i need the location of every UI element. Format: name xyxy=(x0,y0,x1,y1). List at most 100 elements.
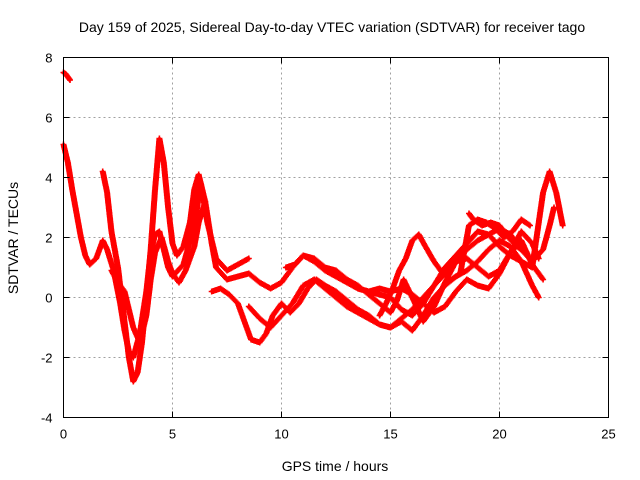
data-point xyxy=(515,245,519,248)
data-point xyxy=(94,257,98,260)
x-tick-label: 25 xyxy=(601,427,615,442)
data-point xyxy=(432,296,436,299)
data-point xyxy=(123,290,127,293)
data-point xyxy=(498,239,501,242)
data-point xyxy=(247,272,251,275)
series-trace-d xyxy=(108,198,209,346)
data-point xyxy=(378,287,382,290)
data-point xyxy=(465,269,469,272)
data-point xyxy=(242,320,246,323)
data-point xyxy=(197,173,201,176)
data-point xyxy=(197,221,201,224)
data-point xyxy=(157,137,161,140)
data-point xyxy=(443,281,447,284)
data-point xyxy=(127,308,131,311)
data-point xyxy=(280,281,283,284)
data-point xyxy=(153,251,157,254)
series-trace-j xyxy=(466,210,529,256)
data-point xyxy=(75,212,79,215)
data-point xyxy=(323,287,327,290)
data-point xyxy=(552,206,556,209)
chart-title: Day 159 of 2025, Sidereal Day-to-day VTE… xyxy=(79,19,586,35)
data-point xyxy=(528,224,532,227)
data-point xyxy=(203,200,207,203)
data-point xyxy=(109,269,113,272)
data-point xyxy=(225,269,229,272)
data-point xyxy=(389,326,392,329)
data-point xyxy=(293,263,297,266)
data-point xyxy=(378,302,382,305)
data-point xyxy=(131,356,135,359)
data-point xyxy=(192,188,196,191)
data-point xyxy=(421,296,425,299)
data-point xyxy=(188,221,192,224)
data-point xyxy=(79,236,83,239)
data-point xyxy=(301,254,305,257)
data-point xyxy=(508,251,512,254)
data-point xyxy=(524,251,528,254)
data-point xyxy=(410,239,414,242)
data-point xyxy=(334,269,338,272)
data-point xyxy=(432,305,436,308)
data-point xyxy=(548,170,552,173)
data-point xyxy=(454,254,458,257)
data-point xyxy=(476,260,480,263)
data-point xyxy=(312,278,316,281)
data-point xyxy=(506,236,510,239)
data-point xyxy=(127,356,131,359)
data-point xyxy=(399,320,403,323)
x-axis-label: GPS time / hours xyxy=(282,458,389,474)
data-point xyxy=(157,230,161,233)
y-tick-labels: -4 -2 0 2 4 6 8 xyxy=(41,51,53,426)
data-point xyxy=(70,188,74,191)
data-point xyxy=(378,314,382,317)
data-point xyxy=(476,230,480,233)
data-point xyxy=(421,320,425,323)
data-point xyxy=(83,254,87,257)
x-tick-label: 10 xyxy=(274,427,288,442)
data-point xyxy=(184,269,188,272)
data-point xyxy=(297,302,301,305)
data-point xyxy=(269,326,273,329)
data-point xyxy=(175,254,179,257)
data-point xyxy=(116,281,120,284)
data-point xyxy=(160,236,164,239)
data-point xyxy=(467,224,471,227)
y-tick-label: 6 xyxy=(45,111,52,126)
data-point xyxy=(123,320,127,323)
data-point xyxy=(181,245,185,248)
data-point xyxy=(397,269,401,272)
data-point xyxy=(487,287,491,290)
data-point xyxy=(391,287,395,290)
data-point xyxy=(288,311,292,314)
data-point xyxy=(271,314,275,317)
x-tick-label: 15 xyxy=(383,427,397,442)
data-point xyxy=(345,305,349,308)
data-point xyxy=(192,245,196,248)
data-point xyxy=(423,245,427,248)
data-point xyxy=(356,311,360,314)
data-point xyxy=(334,290,338,293)
data-point xyxy=(541,191,545,194)
x-tick-label: 20 xyxy=(492,427,506,442)
data-point xyxy=(367,290,371,293)
data-point xyxy=(537,296,541,299)
data-point xyxy=(269,287,273,290)
data-point xyxy=(210,242,214,245)
data-point xyxy=(443,305,447,308)
data-point xyxy=(487,248,491,251)
data-point xyxy=(181,263,185,266)
data-point xyxy=(498,272,501,275)
data-point xyxy=(356,287,360,290)
data-point xyxy=(487,233,491,236)
data-point xyxy=(530,263,534,266)
data-point xyxy=(389,311,392,314)
data-point xyxy=(530,242,534,245)
data-point xyxy=(399,287,403,290)
y-tick-label: 0 xyxy=(45,291,52,306)
x-tick-labels: 0 5 10 15 20 25 xyxy=(60,427,616,442)
data-point xyxy=(410,314,414,317)
data-point xyxy=(149,278,153,281)
data-point xyxy=(144,314,148,317)
data-point xyxy=(301,284,305,287)
